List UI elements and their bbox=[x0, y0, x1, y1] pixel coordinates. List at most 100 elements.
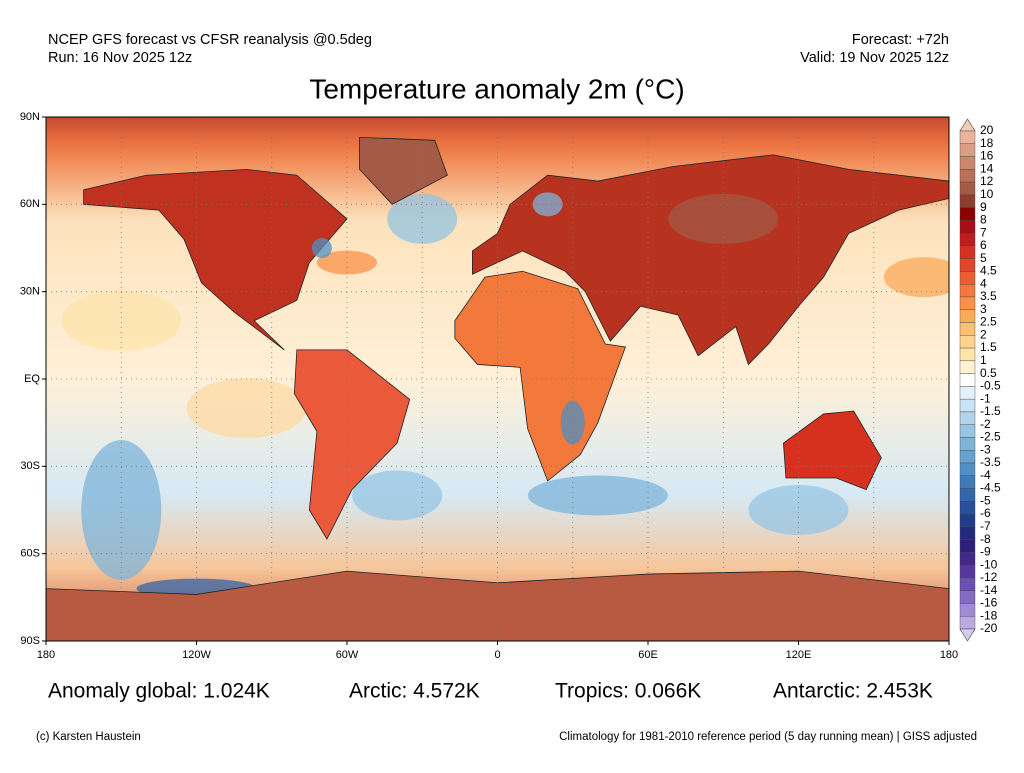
colorbar-label: -2.5 bbox=[980, 430, 1001, 444]
colorbar-swatch bbox=[959, 386, 976, 400]
colorbar-label: -9 bbox=[980, 545, 991, 559]
colorbar-swatch bbox=[959, 437, 976, 451]
colorbar-label: 3.5 bbox=[980, 289, 997, 303]
colorbar-label: 5 bbox=[980, 251, 987, 265]
colorbar-swatch bbox=[959, 577, 976, 591]
lat-label: 30N bbox=[20, 286, 40, 298]
colorbar-swatch bbox=[959, 462, 976, 476]
colorbar-swatch bbox=[959, 296, 976, 310]
australia bbox=[783, 410, 882, 491]
colorbar-swatch bbox=[959, 181, 976, 196]
lat-label: EQ bbox=[24, 373, 40, 385]
colorbar-swatch bbox=[959, 220, 976, 234]
lon-label: 180 bbox=[940, 649, 958, 661]
colorbar-label: -3.5 bbox=[980, 455, 1001, 469]
global-anomaly: Anomaly global: 1.024K bbox=[48, 680, 270, 703]
greenland bbox=[359, 136, 448, 205]
valid-time: Valid: 19 Nov 2025 12z bbox=[800, 50, 949, 66]
colorbar-swatch bbox=[959, 398, 976, 413]
colorbar-label: 6 bbox=[980, 238, 987, 252]
lat-label: 90N bbox=[20, 111, 40, 123]
colorbar-label: 2.5 bbox=[980, 315, 997, 329]
colorbar-swatch bbox=[959, 156, 976, 170]
colorbar-label: 4.5 bbox=[980, 264, 997, 278]
colorbar-swatch bbox=[959, 603, 976, 617]
ocean-warm bbox=[61, 290, 182, 351]
colorbar-swatch bbox=[959, 143, 976, 157]
colorbar-label: -18 bbox=[980, 608, 998, 622]
colorbar-arrow bbox=[959, 118, 976, 132]
colorbar-swatch bbox=[959, 347, 976, 362]
credit: (c) Karsten Haustein bbox=[36, 731, 141, 743]
run-time: Run: 16 Nov 2025 12z bbox=[48, 50, 192, 66]
arctic-anomaly: Arctic: 4.572K bbox=[349, 680, 480, 703]
colorbar-swatch bbox=[959, 424, 976, 438]
ocean-cold bbox=[527, 475, 668, 516]
land-cold bbox=[532, 192, 563, 217]
colorbar-label: 4 bbox=[980, 276, 987, 290]
map-title: Temperature anomaly 2m (°C) bbox=[309, 73, 684, 104]
colorbar-label: 12 bbox=[980, 174, 994, 188]
colorbar-label: 1.5 bbox=[980, 340, 997, 354]
colorbar-swatch bbox=[959, 475, 976, 489]
colorbar-swatch bbox=[959, 539, 976, 553]
lon-label: 60E bbox=[638, 649, 658, 661]
colorbar-swatch bbox=[959, 130, 976, 144]
colorbar-label: 20 bbox=[980, 123, 994, 137]
colorbar-label: -5 bbox=[980, 493, 991, 507]
colorbar-swatch bbox=[959, 373, 976, 387]
lon-label: 0 bbox=[494, 649, 500, 661]
colorbar-arrow bbox=[959, 628, 976, 642]
ocean-warm bbox=[186, 378, 307, 439]
colorbar-swatch bbox=[959, 258, 976, 272]
colorbar-swatch bbox=[959, 271, 976, 285]
colorbar-label: 9 bbox=[980, 200, 987, 214]
ocean-cold bbox=[352, 470, 443, 521]
colorbar-label: 1 bbox=[980, 353, 987, 367]
colorbar-label: -1 bbox=[980, 391, 991, 405]
colorbar-swatch bbox=[959, 616, 976, 630]
colorbar-swatch bbox=[959, 232, 976, 247]
colorbar-swatch bbox=[959, 360, 976, 374]
colorbar-label: 3 bbox=[980, 302, 987, 316]
colorbar-swatch bbox=[959, 411, 976, 425]
colorbar-label: 8 bbox=[980, 213, 987, 227]
ocean-cold bbox=[81, 440, 162, 580]
map-area bbox=[46, 117, 949, 641]
colorbar-label: -0.5 bbox=[980, 379, 1001, 393]
lon-label: 120W bbox=[182, 649, 211, 661]
lat-label: 90S bbox=[20, 635, 40, 647]
colorbar-label: -6 bbox=[980, 506, 991, 520]
colorbar-label: 10 bbox=[980, 187, 994, 201]
colorbar-swatch bbox=[959, 564, 976, 579]
lon-label: 60W bbox=[336, 649, 359, 661]
colorbar-swatch bbox=[959, 245, 976, 259]
lat-label: 60N bbox=[20, 198, 40, 210]
colorbar-label: 7 bbox=[980, 225, 987, 239]
colorbar-swatch bbox=[959, 169, 976, 183]
colorbar-swatch bbox=[959, 450, 976, 464]
colorbar-swatch bbox=[959, 501, 976, 515]
eurasia bbox=[472, 154, 949, 366]
colorbar-label: -12 bbox=[980, 570, 998, 584]
colorbar-label: -4.5 bbox=[980, 481, 1001, 495]
colorbar-label: -10 bbox=[980, 557, 998, 571]
colorbar-swatch bbox=[959, 488, 976, 502]
antarctic-anomaly: Antarctic: 2.453K bbox=[773, 680, 933, 703]
colorbar-label: -4 bbox=[980, 468, 991, 482]
colorbar-swatch bbox=[959, 552, 976, 566]
colorbar-swatch bbox=[959, 513, 976, 528]
lon-label: 120E bbox=[786, 649, 812, 661]
colorbar-label: -1.5 bbox=[980, 404, 1001, 418]
colorbar-swatch bbox=[959, 309, 976, 323]
land-cold bbox=[311, 238, 332, 258]
forecast-hour: Forecast: +72h bbox=[852, 32, 949, 48]
colorbar-swatch bbox=[959, 590, 976, 604]
south-america bbox=[293, 349, 411, 540]
ocean-cold bbox=[387, 193, 458, 244]
lon-label: 180 bbox=[37, 649, 55, 661]
colorbar-label: 16 bbox=[980, 149, 994, 163]
ocean-warm bbox=[883, 257, 949, 298]
